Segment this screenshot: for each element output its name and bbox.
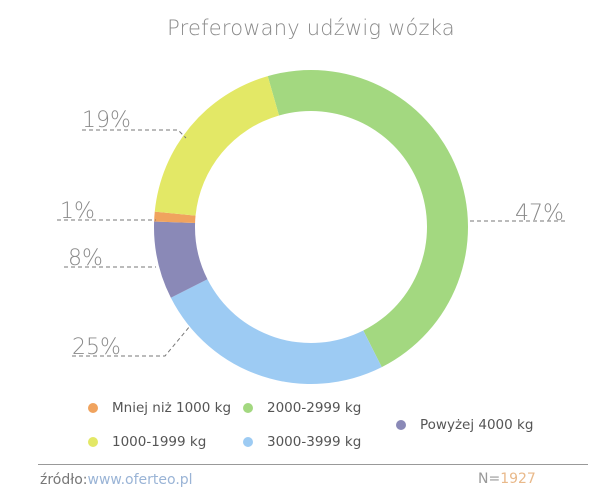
- legend-label: 3000-3999 kg: [267, 434, 362, 450]
- legend-label: 1000-1999 kg: [112, 434, 207, 450]
- data-label: 25%: [72, 335, 121, 360]
- leader-line: [82, 129, 187, 139]
- slice-powy-ej-4000-kg: [154, 221, 208, 298]
- legend-item-3000-3999: 3000-3999 kg: [243, 434, 361, 450]
- n-value: 1927: [500, 471, 536, 487]
- legend-dot: [243, 403, 253, 413]
- source-label: źródło:: [40, 472, 88, 488]
- slice-1000-1999-kg: [154, 76, 280, 216]
- data-label: 1%: [60, 199, 95, 224]
- slice-3000-3999-kg: [170, 279, 382, 385]
- legend-item-2000-2999: 2000-2999 kg: [243, 400, 361, 416]
- legend-dot: [88, 403, 98, 413]
- legend-item-powyzej-4000: Powyżej 4000 kg: [396, 417, 533, 433]
- source: źródło:www.oferteo.pl: [40, 472, 193, 488]
- legend-dot: [396, 420, 406, 430]
- data-label: 19%: [82, 108, 131, 133]
- slice-mniej-ni-1000-kg: [154, 211, 196, 223]
- n-label: N=: [478, 471, 501, 487]
- legend-label: Powyżej 4000 kg: [420, 417, 534, 433]
- legend-label: Mniej niż 1000 kg: [112, 400, 232, 416]
- legend-item-1000-1999: 1000-1999 kg: [88, 434, 206, 450]
- sample-size: N=1927: [478, 471, 536, 487]
- legend-item-mniej-niz-1000: Mniej niż 1000 kg: [88, 400, 231, 416]
- data-label: 47%: [515, 201, 564, 226]
- chart-title: Preferowany udźwig wózka: [167, 16, 455, 40]
- data-label: 8%: [68, 246, 103, 271]
- leader-line: [72, 325, 191, 357]
- footer-divider: [38, 464, 588, 465]
- legend-label: 2000-2999 kg: [267, 400, 362, 416]
- slice-2000-2999-kg: [267, 69, 469, 368]
- source-link[interactable]: www.oferteo.pl: [87, 472, 193, 488]
- legend-dot: [243, 437, 253, 447]
- donut-chart: 47% 25% 8% 1% 19%: [57, 69, 565, 385]
- legend-dot: [88, 437, 98, 447]
